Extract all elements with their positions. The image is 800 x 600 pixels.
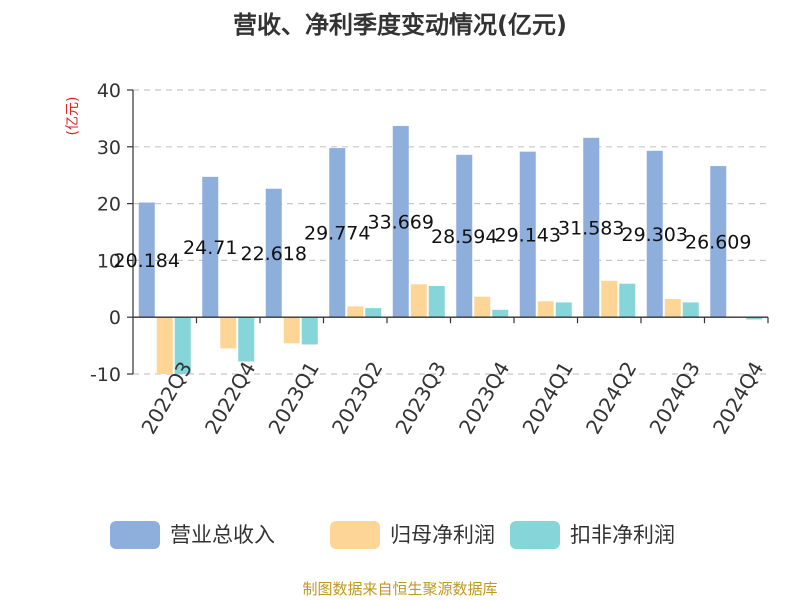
bar (265, 188, 282, 318)
y-tick-label: 30 (97, 137, 121, 159)
bar (174, 317, 191, 374)
bar (682, 302, 699, 318)
data-label: 26.609 (685, 232, 751, 254)
bar (710, 166, 727, 318)
bar (202, 176, 219, 318)
data-label: 20.184 (114, 250, 180, 272)
x-tick-label: 2024Q1 (517, 357, 577, 438)
x-tick-label: 2024Q3 (644, 357, 704, 438)
bar (519, 151, 536, 318)
bar (492, 309, 509, 318)
y-tick-label: -10 (90, 364, 121, 386)
x-tick-label: 2024Q2 (581, 357, 641, 438)
chart-title: 营收、净利季度变动情况(亿元) (233, 11, 567, 39)
bar (428, 285, 445, 318)
data-label: 29.303 (622, 224, 688, 246)
y-tick-label: 20 (97, 194, 121, 216)
bar (583, 137, 600, 318)
x-tick-label: 2023Q3 (390, 357, 450, 438)
legend-label: 归母净利润 (390, 523, 495, 547)
bar (746, 317, 763, 320)
bar (347, 306, 364, 318)
legend-swatch (510, 521, 560, 549)
bar (646, 150, 663, 318)
legend-label: 扣非净利润 (570, 523, 675, 547)
y-axis-unit-label: (亿元) (65, 97, 81, 136)
bar (410, 284, 427, 318)
legend: 营业总收入 归母净利润 扣非净利润 (110, 521, 675, 549)
data-label: 24.71 (183, 237, 237, 259)
bar (156, 317, 173, 374)
data-label: 22.618 (241, 243, 307, 265)
x-tick-label: 2023Q2 (327, 357, 387, 438)
data-label: 29.143 (495, 224, 561, 246)
bar (283, 317, 300, 344)
bar (474, 296, 491, 318)
bar (301, 317, 318, 345)
bar (456, 154, 473, 318)
legend-swatch (110, 521, 160, 549)
y-tick-label: 10 (97, 250, 121, 272)
data-label: 28.594 (431, 226, 497, 248)
legend-swatch (330, 521, 380, 549)
bars-layer (138, 125, 763, 374)
x-tick-label: 2024Q4 (708, 357, 768, 438)
bar (619, 283, 636, 318)
data-label: 33.669 (368, 212, 434, 234)
data-label: 29.774 (304, 223, 370, 245)
bar (537, 301, 554, 318)
bar (555, 302, 572, 318)
bar (365, 308, 382, 318)
bar (392, 125, 409, 318)
legend-label: 营业总收入 (170, 523, 275, 547)
bar (220, 317, 237, 349)
data-label: 31.583 (558, 218, 624, 240)
bar (664, 299, 681, 318)
bar (601, 280, 618, 318)
y-tick-label: 0 (109, 307, 121, 329)
bar (329, 148, 346, 318)
x-tick-label: 2023Q4 (454, 357, 514, 438)
x-tick-label: 2022Q4 (200, 357, 260, 438)
bar (238, 317, 255, 362)
y-tick-label: 40 (97, 80, 121, 102)
bar (138, 202, 155, 318)
x-tick-label: 2023Q1 (263, 357, 323, 438)
source-note: 制图数据来自恒生聚源数据库 (302, 580, 497, 598)
